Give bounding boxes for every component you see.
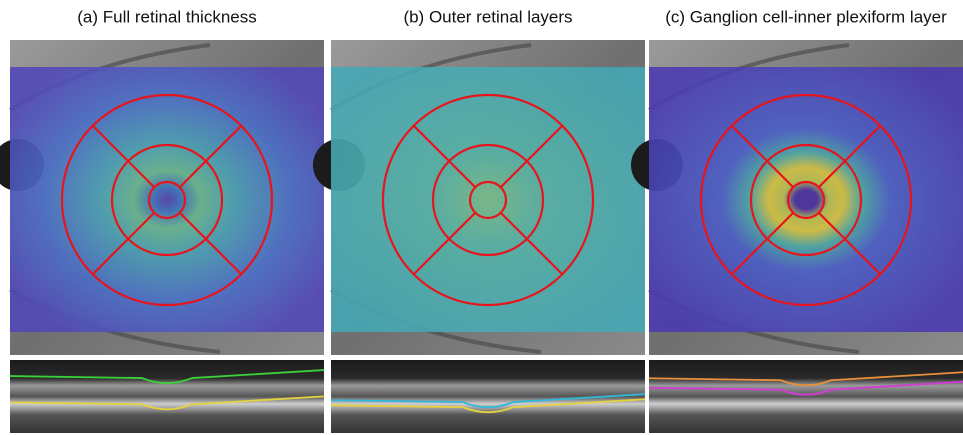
etdrs-sector-line [178, 211, 243, 276]
etdrs-ring [147, 180, 187, 220]
etdrs-sector-line [499, 211, 564, 276]
etdrs-ring [749, 143, 863, 257]
segmentation-line [330, 398, 646, 414]
etdrs-sector-line [412, 124, 477, 189]
panel-title: (c) Ganglion cell-inner plexiform layer [665, 7, 947, 26]
etdrs-sector-line [499, 124, 564, 189]
oct-bscan [10, 360, 324, 433]
etdrs-ring [381, 93, 595, 307]
etdrs-sector-line [178, 124, 243, 189]
etdrs-sector-line [817, 211, 882, 276]
thickness-map [331, 67, 645, 332]
panel: (b) Outer retinal layers [313, 7, 646, 433]
segmentation-line [9, 395, 325, 411]
etdrs-ring [786, 180, 826, 220]
segmentation-line [648, 371, 963, 387]
etdrs-sector-line [91, 211, 156, 276]
etdrs-ring [110, 143, 224, 257]
panel: (a) Full retinal thickness [0, 7, 325, 433]
segmentation-line [330, 393, 646, 409]
etdrs-sector-line [730, 211, 795, 276]
oct-bscan [649, 360, 963, 433]
etdrs-sector-line [817, 124, 882, 189]
etdrs-sector-line [91, 124, 156, 189]
panel: (c) Ganglion cell-inner plexiform layer [631, 7, 963, 433]
panel-title: (b) Outer retinal layers [403, 7, 572, 26]
thickness-map [649, 67, 963, 332]
segmentation-line [648, 380, 963, 396]
etdrs-ring [468, 180, 508, 220]
etdrs-ring [699, 93, 913, 307]
etdrs-ring [60, 93, 274, 307]
panel-title: (a) Full retinal thickness [77, 7, 257, 26]
thickness-map [10, 67, 324, 332]
etdrs-ring [431, 143, 545, 257]
etdrs-sector-line [730, 124, 795, 189]
etdrs-sector-line [412, 211, 477, 276]
segmentation-line [9, 369, 325, 384]
